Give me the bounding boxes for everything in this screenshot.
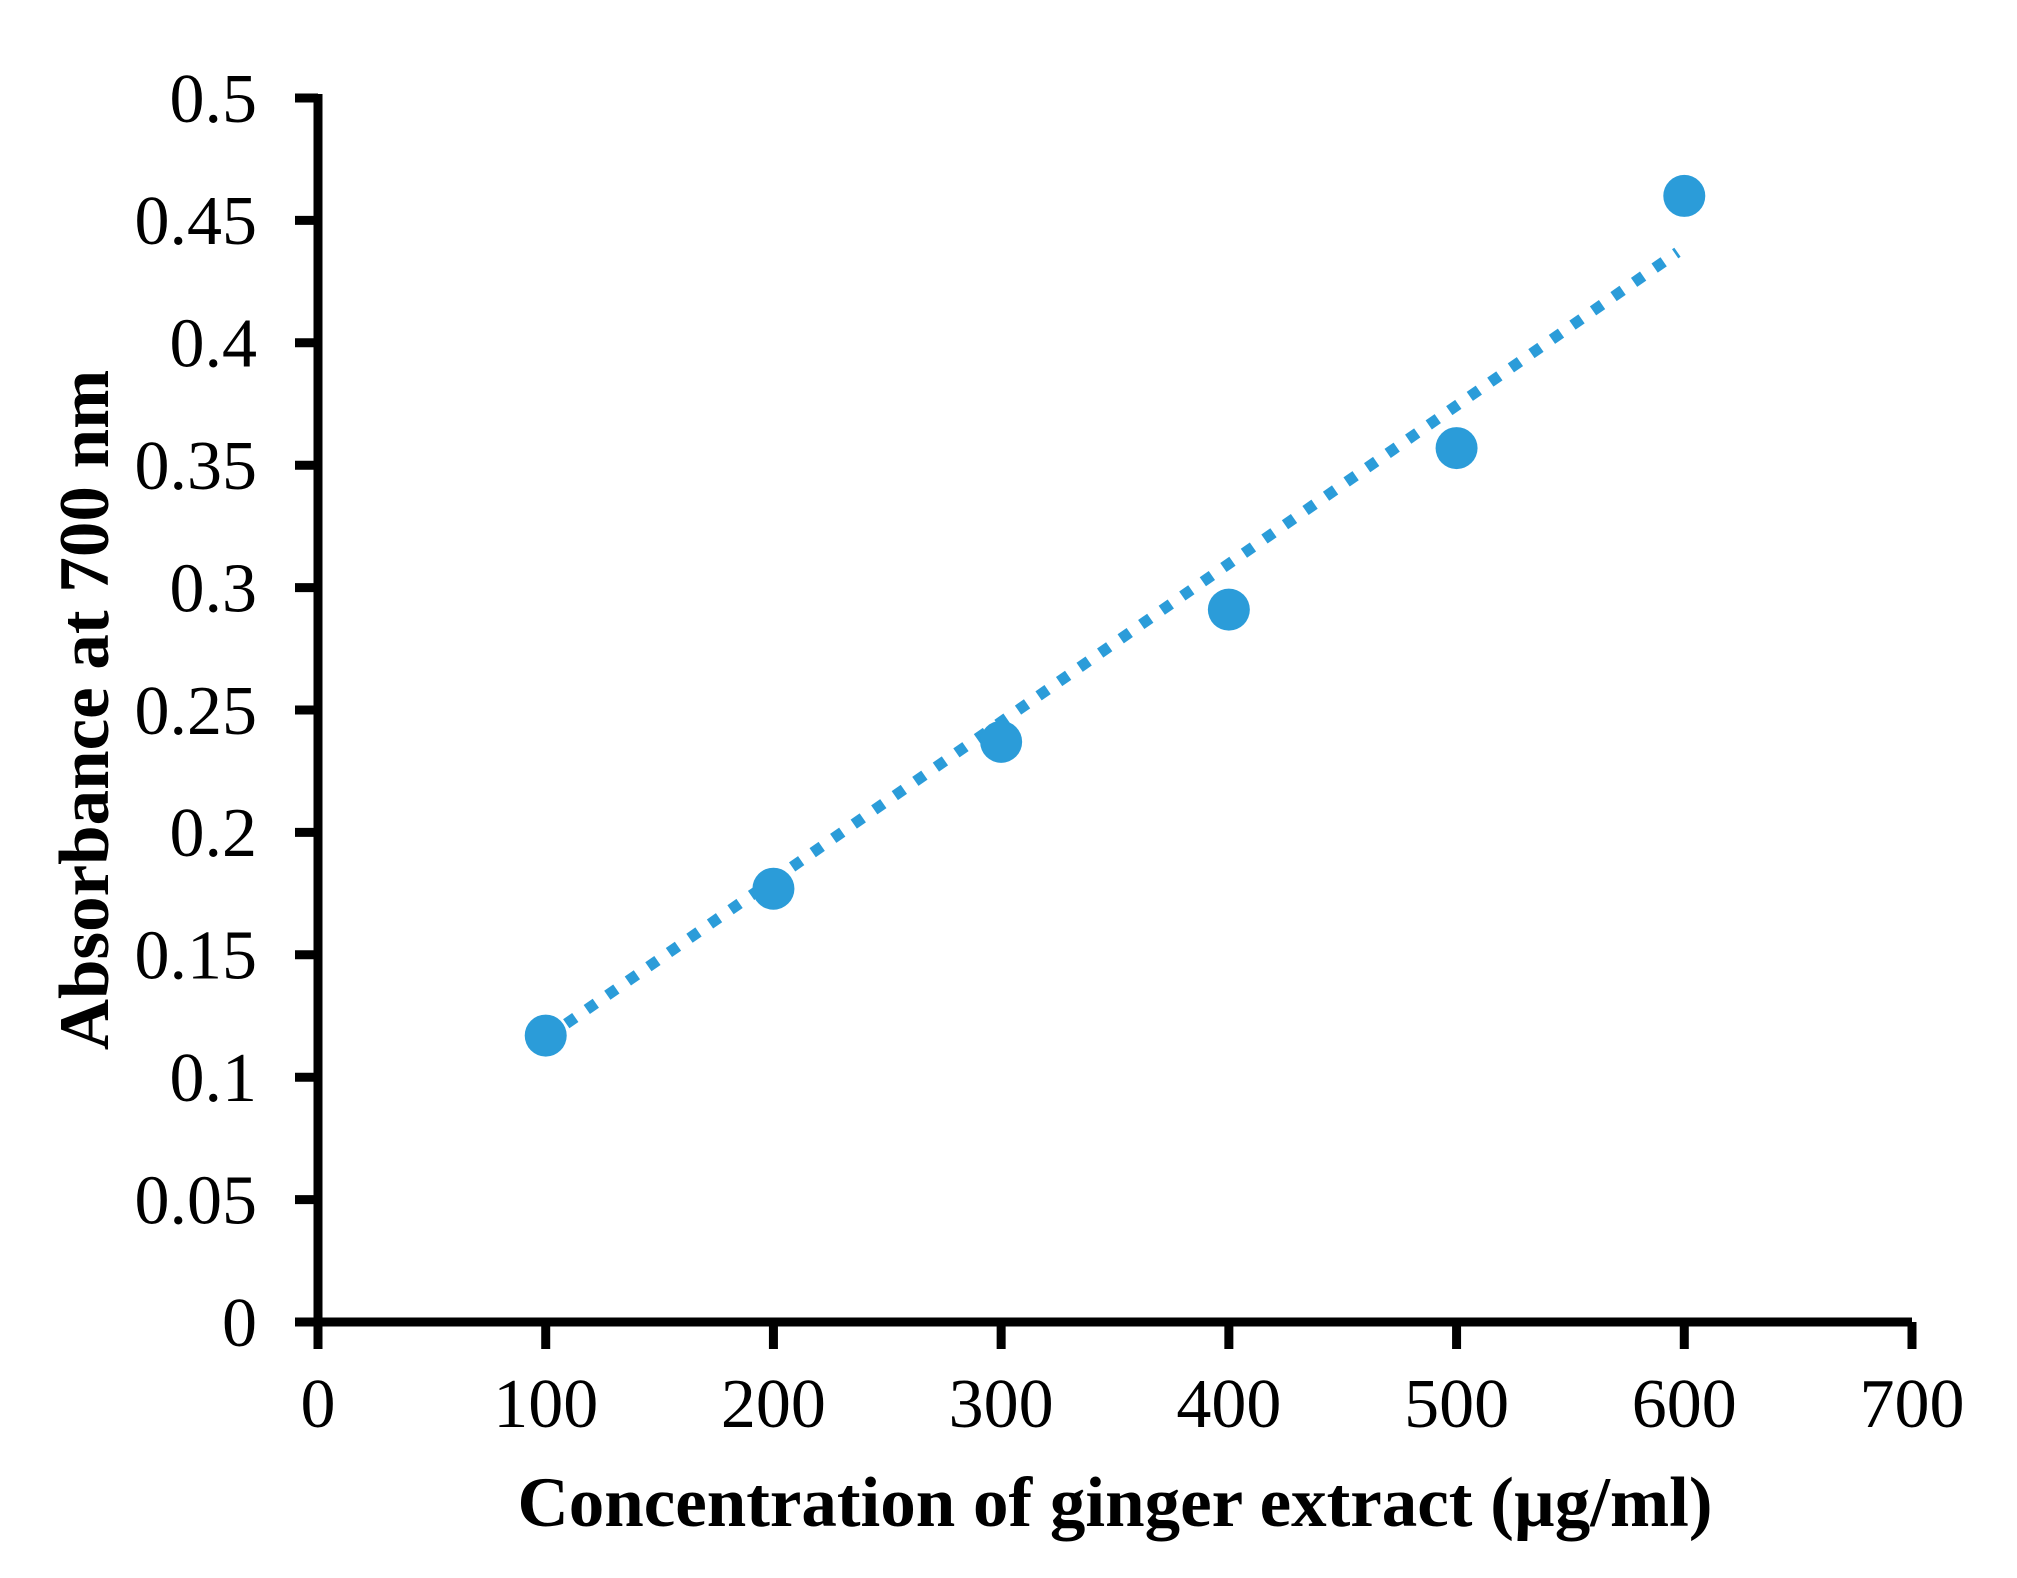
x-tick-label: 700 — [1860, 1366, 1965, 1443]
y-tick-label: 0.2 — [170, 795, 258, 872]
y-tick-label: 0.1 — [170, 1040, 258, 1117]
data-point — [1435, 427, 1478, 470]
x-tick-label: 400 — [1176, 1366, 1281, 1443]
y-tick-label: 0.45 — [135, 183, 258, 260]
data-point — [980, 720, 1023, 763]
y-tick-label: 0 — [222, 1285, 257, 1362]
data-point — [752, 867, 795, 910]
x-tick-label: 500 — [1404, 1366, 1509, 1443]
trendline — [542, 247, 1681, 1043]
y-tick-label: 0.05 — [135, 1162, 258, 1239]
x-tick-label: 0 — [301, 1366, 336, 1443]
x-tick-label: 200 — [721, 1366, 826, 1443]
x-tick-label: 600 — [1632, 1366, 1737, 1443]
y-tick-label: 0.15 — [135, 918, 258, 995]
y-tick-label: 0.3 — [170, 550, 258, 627]
x-axis-title: Concentration of ginger extract (µg/ml) — [517, 1464, 1713, 1542]
x-tick-label: 100 — [493, 1366, 598, 1443]
x-tick-label: 300 — [949, 1366, 1054, 1443]
y-tick-label: 0.35 — [135, 428, 258, 505]
data-point — [524, 1014, 567, 1057]
y-tick-label: 0.4 — [170, 306, 258, 383]
y-axis-title: Absorbance at 700 nm — [46, 369, 124, 1051]
y-tick-label: 0.25 — [135, 673, 258, 750]
y-tick-label: 0.5 — [170, 61, 258, 138]
data-point — [1207, 588, 1250, 631]
data-point — [1663, 174, 1706, 217]
